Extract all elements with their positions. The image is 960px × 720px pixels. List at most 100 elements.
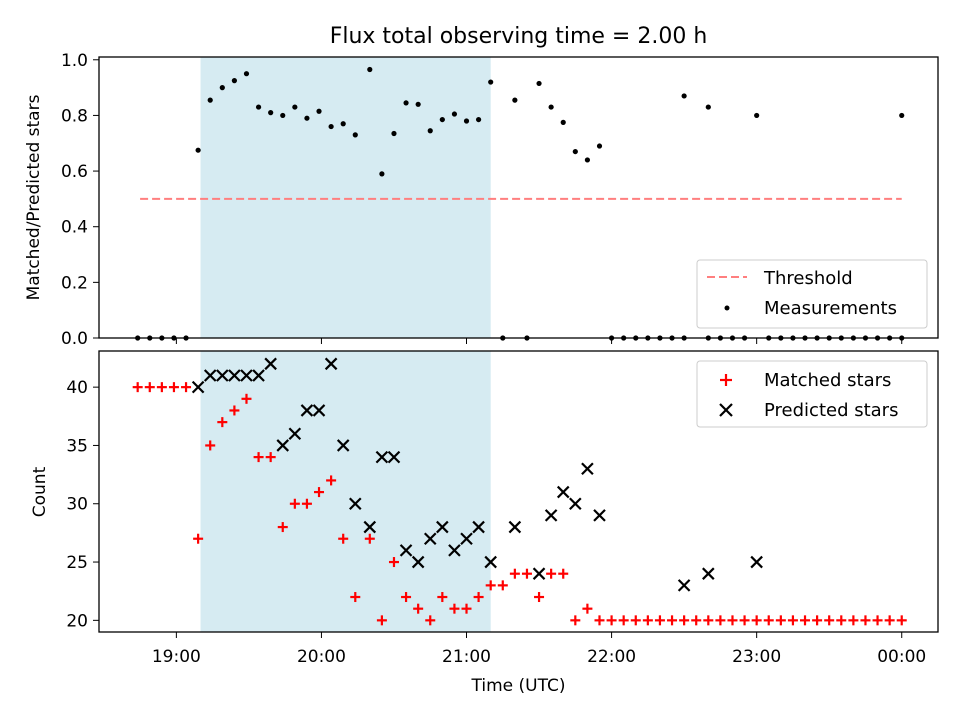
predicted-star-point [300,404,314,417]
measurement-point [316,108,322,114]
measurement-point [451,111,458,117]
predicted-star-point [312,404,326,417]
matched-star-point [181,382,192,393]
matched-star-point [534,592,545,603]
matched-star-point [667,615,678,626]
matched-star-point [425,615,436,626]
predicted-star-point [264,357,277,371]
measurement-point [463,118,470,124]
predicted-star-point [677,579,691,592]
matched-star-point [338,533,349,544]
measurement-point [195,147,201,153]
matched-star-point [860,615,871,626]
matched-star-point [800,615,811,626]
matched-star-point [787,615,798,626]
measurement-point [427,128,433,134]
measurement-point [681,93,687,99]
predicted-star-point [460,532,473,545]
predicted-star-point [411,555,425,569]
measurement-point [304,115,310,121]
predicted-star-point [569,497,582,511]
matched-star-point [314,487,325,498]
matched-star-point [437,592,448,603]
matched-star-point [691,615,702,626]
predicted-star-point [484,555,497,569]
measurement-point [512,97,518,103]
matched-star-point [594,615,605,626]
bottom-panel: Count Time (UTC) 20 25 30 35 40 19:00 20:00 21… [30,350,939,696]
predicted-star-point [191,380,205,394]
matched-star-point [896,615,907,626]
predicted-star-point [375,450,389,464]
matched-star-point [558,568,569,579]
matched-star-point [364,533,375,544]
bottom-axes-frame [98,350,939,633]
measurement-point [219,85,225,91]
measurement-point [367,66,373,73]
measurement-point [340,121,346,127]
predicted-star-point [349,497,362,511]
measurement-point [352,132,358,138]
bottom-xtick-label: 19:00 [152,647,201,667]
matched-star-point [144,382,155,393]
matched-star-point [168,382,179,393]
matched-star-point [582,603,593,614]
matched-star-point [277,522,288,533]
bottom-xtick-label: 21:00 [442,647,491,667]
predicted-star-point [203,369,217,382]
measurements-legend-label: Measurements [764,298,897,319]
predicted-star-point [448,544,461,557]
predicted-star-point [472,520,485,534]
matched-star-point [570,615,581,626]
predicted-star-point [544,509,558,522]
predicted-legend-label: Predicted stars [764,400,898,421]
predicted-star-point [593,509,606,522]
matched-star-point [836,615,847,626]
top-legend: Threshold Measurements [696,259,928,329]
matched-star-point [193,533,204,544]
bottom-ytick-label: 40 [66,378,88,398]
measurement-point [328,123,334,130]
matched-star-point [265,452,276,463]
top-ytick-label: 0.4 [61,218,88,238]
matched-star-point [401,592,412,603]
top-ytick-label: 1.0 [61,51,88,71]
measurement-point [475,116,482,123]
matched-star-point [763,615,774,626]
matched-star-point [630,615,641,626]
top-ytick-label: 0.6 [61,162,88,182]
matched-legend-label: Matched stars [764,370,891,391]
measurement-point [560,119,566,125]
matched-star-point [241,393,252,404]
predicted-star-point [532,567,546,580]
predicted-legend-swatch [719,403,733,417]
measurement-point [268,110,274,116]
measurement-point [207,97,213,103]
bottom-xtick-label: 22:00 [587,647,636,667]
matched-star-point [775,615,786,626]
matched-star-point [715,615,726,626]
bottom-legend-box [696,360,928,428]
predicted-star-point [436,520,449,534]
matched-star-point [642,615,653,626]
predicted-star-point [276,439,290,452]
predicted-star-point [387,450,401,464]
matched-star-point [703,615,714,626]
predicted-star-point [556,485,570,499]
predicted-star-point [399,544,413,557]
measurement-point [292,104,298,110]
matched-star-point [812,615,823,626]
matched-star-point [132,382,143,393]
matched-star-point [473,592,484,603]
measurement-point [231,78,237,84]
predicted-star-point [240,369,253,382]
matched-legend-swatch [720,374,732,386]
measurement-point [439,116,445,123]
top-ytick-label: 0.2 [61,273,88,293]
bottom-xtick-label: 20:00 [297,647,346,667]
predicted-star-point [423,532,437,545]
matched-star-point [848,615,859,626]
bottom-xtick-label: 23:00 [732,647,781,667]
measurement-point [403,100,409,106]
